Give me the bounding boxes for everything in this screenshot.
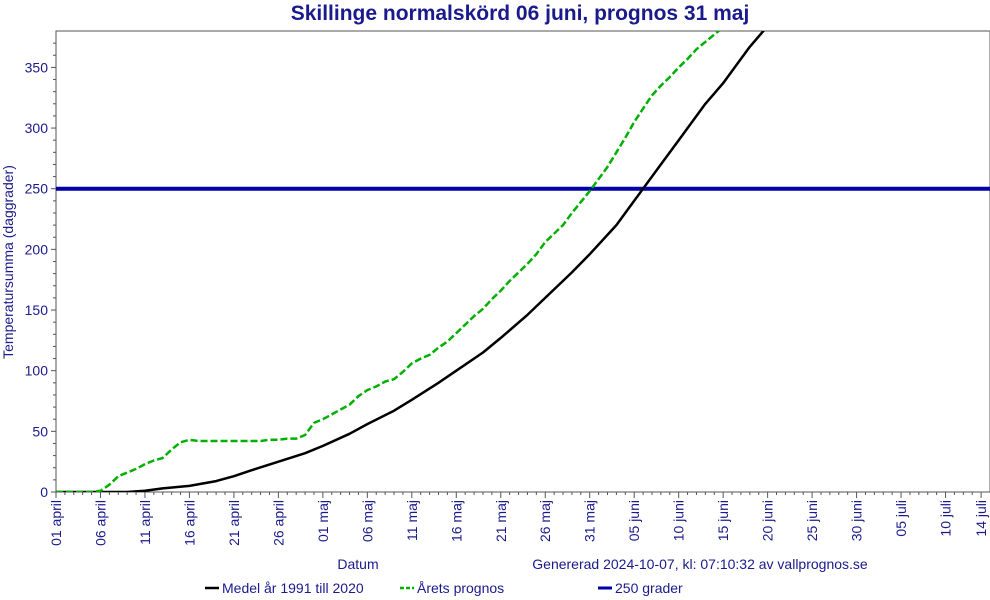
x-tick-label: 26 maj [537, 500, 553, 542]
x-tick-label: 16 april [181, 500, 197, 546]
plot-area [55, 30, 990, 493]
x-axis-label: Datum [337, 556, 378, 572]
y-tick-label: 100 [25, 363, 49, 379]
x-tick-label: 11 maj [404, 500, 420, 541]
x-tick-label: 14 juli [973, 500, 989, 537]
x-tick-label: 16 maj [448, 500, 464, 542]
y-axis-label: Temperatursumma (daggrader) [0, 165, 16, 359]
series-line-1 [56, 31, 721, 492]
legend-label: Årets prognos [417, 580, 504, 596]
x-tick-label: 31 maj [582, 500, 598, 542]
y-axis: 0 50 100 150 200 250 300 350 [25, 42, 56, 500]
x-tick-label: 06 april [92, 500, 108, 546]
series-line-0 [56, 31, 766, 492]
x-axis: 01 april 06 april 11 april 16 april 21 april… [48, 492, 989, 546]
legend-label: 250 grader [615, 580, 683, 596]
footnote: Genererad 2024-10-07, kl: 07:10:32 av va… [532, 556, 868, 572]
x-tick-label: 21 april [226, 500, 242, 546]
x-tick-label: 25 juni [804, 500, 820, 541]
x-tick-label: 20 juni [760, 500, 776, 541]
x-tick-label: 30 juni [849, 500, 865, 541]
series-layer [56, 31, 990, 492]
y-tick-label: 300 [25, 120, 49, 136]
x-tick-label: 10 juli [938, 500, 954, 537]
y-tick-label: 250 [25, 181, 49, 197]
x-tick-label: 06 maj [359, 500, 375, 542]
x-tick-label: 10 juni [671, 500, 687, 541]
x-tick-label: 05 juli [893, 500, 909, 537]
legend: Medel år 1991 till 2020 Årets prognos 250 … [205, 580, 683, 596]
x-tick-label: 01 april [48, 500, 64, 546]
y-tick-label: 50 [32, 423, 48, 439]
chart-title: Skillinge normalskörd 06 juni, prognos 3… [291, 2, 750, 25]
x-tick-label: 15 juni [715, 500, 731, 541]
y-tick-label: 0 [40, 484, 48, 500]
y-tick-label: 200 [25, 241, 49, 257]
x-tick-label: 26 april [270, 500, 286, 546]
x-tick-label: 05 juni [626, 500, 642, 541]
x-tick-label: 11 april [137, 500, 153, 545]
y-tick-label: 350 [25, 59, 49, 75]
y-tick-label: 150 [25, 302, 49, 318]
x-tick-label: 21 maj [493, 500, 509, 542]
x-tick-label: 01 maj [315, 500, 331, 542]
legend-label: Medel år 1991 till 2020 [222, 580, 364, 596]
